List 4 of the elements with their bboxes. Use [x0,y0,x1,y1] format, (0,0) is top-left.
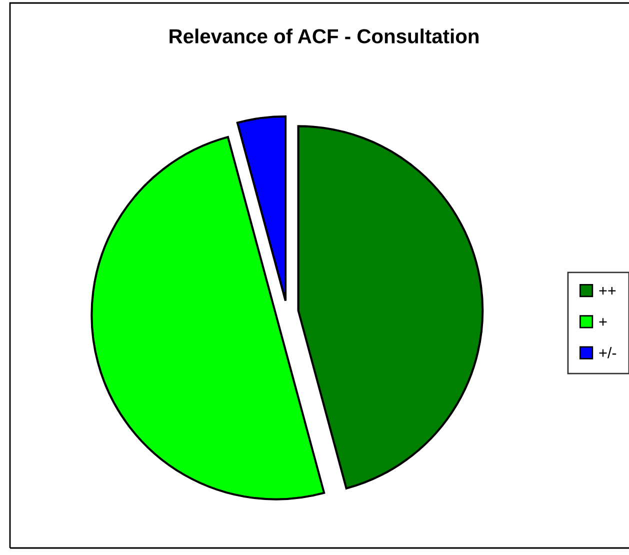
legend-label: +/- [599,347,616,358]
chart-title: Relevance of ACF - Consultation [170,28,478,44]
legend-label: ++ [599,287,616,295]
legend-label: + [599,318,607,326]
